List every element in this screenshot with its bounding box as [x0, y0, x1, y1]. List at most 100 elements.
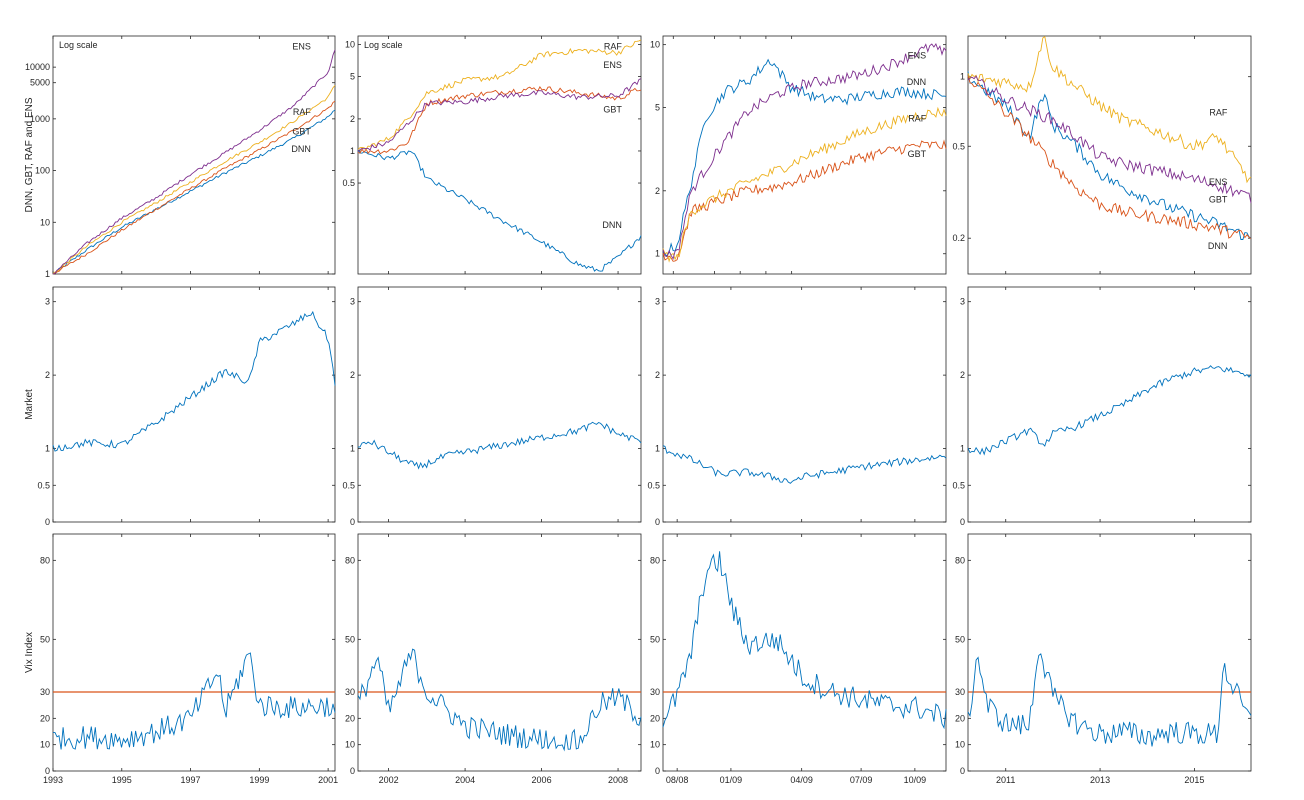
- mkt-p1-ytick-label: 1: [45, 444, 50, 454]
- mkt-p2-frame: [357, 286, 642, 523]
- vix-p1-ytick-label: 80: [40, 555, 50, 565]
- mkt-p4-ytick-label: 0.5: [952, 480, 965, 490]
- ret-p2-label-ens: ENS: [603, 60, 622, 70]
- vix-p2-ytick-label: 20: [345, 713, 355, 723]
- ret-p2-ytick-label: 1: [350, 146, 355, 156]
- vix-p1-xtick-label: 1995: [112, 775, 132, 785]
- mkt-p4-ytick-label: 0: [960, 517, 965, 527]
- ret-p4-panel: 0.2 0.5 1 RAF ENS GBT DNN: [952, 35, 1252, 275]
- ret-p1-frame: [52, 35, 336, 275]
- vix-p4-ytick-label: 0: [960, 766, 965, 776]
- mkt-p3-ytick-label: 0: [655, 517, 660, 527]
- ret-p4-ytick-label: 1: [960, 72, 965, 82]
- vix-p4-ytick-label: 50: [955, 634, 965, 644]
- vix-p3-xtick-label: 10/09: [904, 775, 927, 785]
- vix-p3-xtick-label: 08/08: [666, 775, 689, 785]
- ret-p2-ytick-label: 5: [350, 72, 355, 82]
- ret-p2-ytick-label: 2: [350, 114, 355, 124]
- vix-p4-xtick-label: 2015: [1184, 775, 1204, 785]
- ret-p4-label-gbt: GBT: [1209, 195, 1228, 205]
- vix-p4-xtick-label: 2011: [996, 775, 1015, 785]
- vix-p3-panel: 0 10 20 30 50 80 08/08 01/09 04/09 07/09 10/09: [650, 533, 947, 785]
- ret-p1-ytick-label: 1000: [30, 114, 50, 124]
- vix-p4-ytick-label: 80: [955, 555, 965, 565]
- ret-p3-series-gbt: [662, 139, 947, 262]
- vix-p3-ytick-label: 0: [655, 766, 660, 776]
- vix-p2-frame: [357, 533, 642, 772]
- ret-p3-label-raf: RAF: [908, 113, 927, 123]
- ret-p3-series-raf: [662, 106, 947, 263]
- mkt-p3-series-market: [662, 445, 947, 484]
- vix-p1-ytick-label: 20: [40, 713, 50, 723]
- mkt-p3-panel: 0 0.5 1 2 3: [647, 286, 947, 527]
- ret-p3-series-dnn: [662, 58, 947, 257]
- ret-p1-series-dnn: [52, 109, 336, 275]
- ret-p1-series-raf: [52, 85, 336, 274]
- ret-p1-panel: 1 10 100 1000 5000 10000 ENS RAF GBT DNN Log scale…: [24, 35, 336, 279]
- ret-p1-scale-note: Log scale: [59, 40, 98, 50]
- mkt-p3-ytick-label: 1: [655, 444, 660, 454]
- ret-p1-label-dnn: DNN: [291, 144, 311, 154]
- vix-p1-ytick-label: 10: [40, 740, 50, 750]
- vix-p3-ytick-label: 30: [650, 687, 660, 697]
- mkt-p1-ytick-label: 0: [45, 517, 50, 527]
- ret-p4-ytick-label: 0.2: [952, 233, 965, 243]
- vix-p1-xtick-label: 1999: [249, 775, 269, 785]
- mkt-p2-ytick-label: 0: [350, 517, 355, 527]
- vix-p3-xtick-label: 07/09: [850, 775, 873, 785]
- vix-p1-xtick-label: 1997: [181, 775, 201, 785]
- vix-p4-xtick-label: 2013: [1090, 775, 1110, 785]
- vix-p3-ytick-label: 50: [650, 634, 660, 644]
- vix-p4-ytick-label: 20: [955, 713, 965, 723]
- ret-p1-ytick-label: 5000: [30, 78, 50, 88]
- mkt-p3-ytick-label: 2: [655, 370, 660, 380]
- vix-p2-series-vix: [357, 648, 642, 752]
- ret-p4-label-ens: ENS: [1209, 177, 1228, 187]
- ret-p1-series-gbt: [52, 100, 336, 275]
- ret-p1-ylabel: DNN, GBT, RAF and ENS: [24, 97, 35, 212]
- mkt-p2-ytick-label: 1: [350, 444, 355, 454]
- ret-p3-label-ens: ENS: [908, 50, 927, 60]
- mkt-p1-ylabel: Market: [24, 389, 35, 420]
- vix-p1-xtick-label: 2001: [318, 775, 338, 785]
- mkt-p1-series-market: [52, 310, 336, 452]
- ret-p3-panel: 1 2 5 10 ENS DNN RAF GBT: [650, 35, 947, 275]
- vix-p3-frame: [662, 533, 947, 772]
- vix-p2-xtick-label: 2004: [455, 775, 475, 785]
- ret-p4-series-raf: [967, 35, 1252, 184]
- mkt-p2-ytick-label: 0.5: [342, 480, 355, 490]
- ret-p1-ytick-label: 100: [35, 166, 50, 176]
- mkt-p4-ytick-label: 1: [960, 444, 965, 454]
- ret-p2-series-dnn: [357, 149, 642, 272]
- vix-p1-series-vix: [52, 652, 336, 750]
- vix-p3-series-vix: [662, 551, 947, 730]
- vix-p1-ytick-label: 50: [40, 634, 50, 644]
- ret-p2-series-gbt: [357, 86, 642, 155]
- ret-p2-frame: [357, 35, 642, 275]
- ret-p2-panel: 0.5 1 2 5 10 RAF ENS GBT DNN Log scale: [342, 35, 642, 275]
- vix-p4-series-vix: [967, 653, 1252, 747]
- mkt-p2-panel: 0 0.5 1 2 3: [342, 286, 642, 527]
- ret-p1-ytick-label: 1: [45, 269, 50, 279]
- ret-p2-series-ens: [357, 78, 642, 152]
- vix-p4-frame: [967, 533, 1252, 772]
- ret-p3-ytick-label: 1: [655, 249, 660, 259]
- vix-p1-ytick-label: 30: [40, 687, 50, 697]
- ret-p3-label-gbt: GBT: [908, 149, 927, 159]
- vix-p1-xtick-label: 1993: [43, 775, 63, 785]
- ret-p1-series-ens: [52, 49, 336, 275]
- vix-p3-xtick-label: 04/09: [790, 775, 813, 785]
- ret-p1-ytick-label: 10: [40, 217, 50, 227]
- vix-p1-panel: 0 10 20 30 50 80 1993 1995 1997 1999 2001 Vix Index: [24, 533, 338, 785]
- ret-p1-label-gbt: GBT: [292, 126, 311, 136]
- ret-p1-label-ens: ENS: [292, 41, 311, 51]
- mkt-p1-panel: 0 0.5 1 2 3 Market: [24, 286, 336, 527]
- ret-p4-series-ens: [967, 75, 1252, 204]
- ret-p4-label-dnn: DNN: [1208, 241, 1228, 251]
- mkt-p1-ytick-label: 2: [45, 370, 50, 380]
- ret-p1-label-raf: RAF: [293, 107, 312, 117]
- ret-p3-frame: [662, 35, 947, 275]
- vix-p2-panel: 0 10 20 30 50 80 2002 2004 2006 2008: [345, 533, 642, 785]
- ret-p3-ytick-label: 5: [655, 103, 660, 113]
